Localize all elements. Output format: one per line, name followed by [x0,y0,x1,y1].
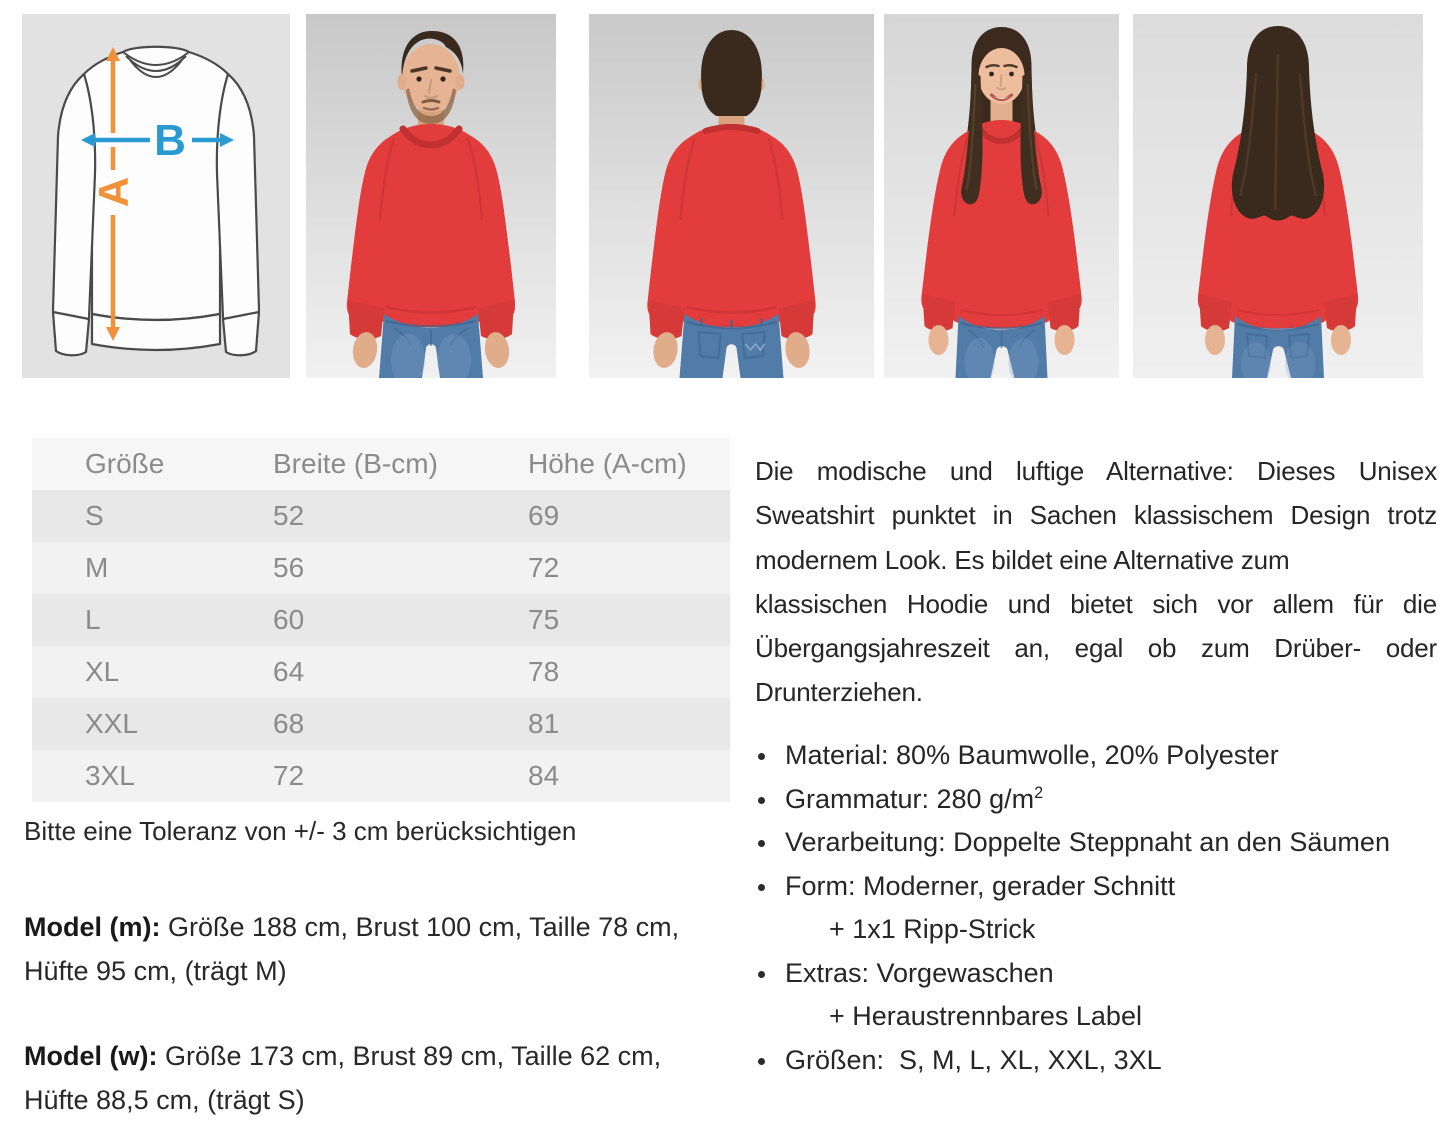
hand [785,332,810,368]
cuff [1324,294,1357,332]
table-row: XXL 68 81 [32,698,730,750]
column-header-size: Größe [85,448,165,479]
hand [1331,325,1351,355]
column-header-width: Breite (B-cm) [273,448,438,479]
width-arrowheads [81,133,234,147]
hand [1054,325,1075,355]
man-front-illustration [306,14,556,378]
feature-item-extras: Extras: Vorgewaschen [755,952,1443,996]
superscript: 2 [1034,783,1044,802]
man-front-figure [346,30,516,378]
model-female-info: Model (w): Größe 173 cm, Brust 89 cm, Ta… [24,1041,662,1115]
product-description: Die modische und luftige Alternative: Di… [755,456,1437,708]
height-arrowheads [106,47,120,341]
photo-man-front [306,14,556,378]
height-label: A [90,177,137,207]
column-header-height: Höhe (A-cm) [528,448,687,479]
back-pockets [1245,332,1311,360]
feature-list: Material: 80% Baumwolle, 20% Polyester G… [755,734,1443,1082]
table-row: L 60 75 [32,594,730,646]
beard [406,88,456,124]
cuff [922,294,956,332]
size-diagram: A B [22,14,290,378]
bullet-icon [758,840,765,847]
size-diagram-panel: A B [22,14,290,378]
cuff [478,300,514,340]
cuff [1047,294,1081,332]
woman-front-figure [921,27,1082,378]
hair [701,30,762,116]
man-back-figure [647,30,816,378]
collar [399,125,463,149]
feature-item-verarbeitung: Verarbeitung: Doppelte Steppnaht an den … [755,821,1443,865]
collar [974,123,1029,145]
sweatshirt-outline [51,45,261,357]
man-back-illustration [589,14,874,378]
tolerance-note: Bitte eine Toleranz von +/- 3 cm berücks… [24,816,577,846]
cuff [1199,294,1232,332]
size-table: Größe Breite (B-cm) Höhe (A-cm) S 52 69 … [32,438,730,802]
feature-item-grammatur: Grammatur: 280 g/m2 [755,778,1443,822]
face [985,63,1018,101]
table-row: M 56 72 [32,542,730,594]
hair [401,30,464,79]
jeans [379,314,483,378]
sweatshirt [346,124,516,340]
feature-item-material: Material: 80% Baumwolle, 20% Polyester [755,734,1443,778]
jeans [679,314,784,378]
table-row: XL 64 78 [32,646,730,698]
model-male-info: Model (m): Größe 188 cm, Brust 100 cm, T… [24,912,680,986]
woman-back-illustration [1133,14,1423,378]
face [410,66,452,111]
back-pockets [697,330,766,360]
hand [928,325,949,355]
woman-front-illustration [884,14,1119,378]
woman-back-figure [1197,26,1359,378]
bullet-icon [758,1057,765,1065]
photo-man-back [589,14,874,378]
hand [484,332,510,368]
cuff [348,300,384,340]
jeans [955,316,1048,378]
feature-item-form-continuation: + 1x1 Ripp-Strick [829,914,1036,944]
bullet-icon [758,796,765,804]
hand [352,332,378,368]
model-female-label: Model (w): [24,1041,158,1071]
feature-item-extras-continuation: + Heraustrennbares Label [829,1001,1142,1031]
feature-item-groessen: Größen: S, M, L, XL, XXL, 3XL [755,1039,1443,1083]
bullet-icon [758,883,765,891]
jeans [1232,316,1324,378]
photo-woman-front [884,14,1119,378]
photo-woman-back [1133,14,1423,378]
hand [653,332,678,368]
sweatshirt [647,124,816,340]
cuff [648,300,685,340]
bullet-icon [758,970,765,978]
collar [702,124,761,134]
table-row: 3XL 72 84 [32,750,730,802]
size-table-header: Größe Breite (B-cm) Höhe (A-cm) [32,438,730,490]
width-label: B [154,116,186,165]
hand [1205,325,1225,355]
feature-item-form: Form: Moderner, gerader Schnitt [755,865,1443,909]
cuff [778,300,815,340]
head [402,44,460,112]
model-male-label: Model (m): [24,912,161,942]
bullet-icon [758,753,765,760]
table-row: S 52 69 [32,490,730,542]
